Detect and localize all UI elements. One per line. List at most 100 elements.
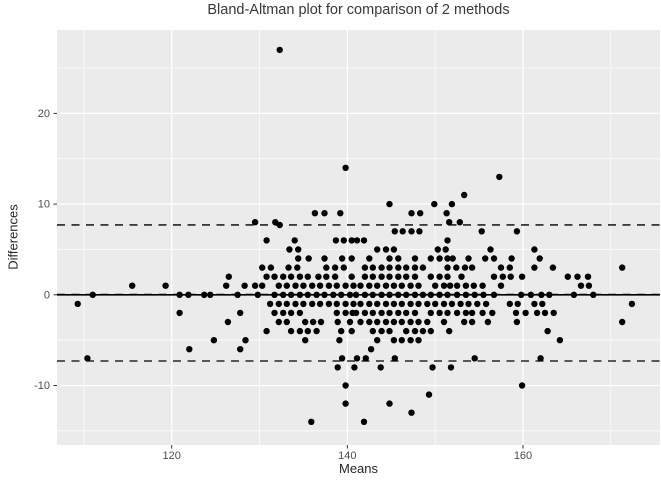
data-point — [374, 246, 381, 253]
data-point — [386, 200, 393, 208]
data-point — [369, 291, 376, 298]
data-point — [408, 228, 415, 235]
data-point — [446, 282, 454, 289]
data-point — [374, 318, 381, 326]
data-point — [340, 237, 347, 244]
data-point — [361, 264, 369, 271]
data-point — [471, 291, 478, 298]
data-point — [444, 237, 451, 244]
data-point — [533, 309, 541, 317]
data-point — [207, 291, 214, 298]
data-point — [518, 291, 525, 298]
data-point — [391, 228, 398, 235]
data-point — [346, 291, 354, 298]
data-point — [411, 264, 419, 271]
data-point — [395, 309, 402, 317]
data-point — [512, 309, 520, 317]
data-point — [271, 291, 278, 298]
data-point — [564, 273, 571, 280]
data-point — [362, 355, 369, 362]
data-point — [424, 318, 431, 326]
y-tick-label: 10 — [38, 199, 50, 211]
data-point — [484, 318, 492, 326]
data-point — [390, 246, 398, 253]
y-tick-label: -10 — [34, 380, 50, 392]
data-point — [440, 318, 448, 326]
data-point — [570, 291, 578, 298]
data-point — [408, 409, 415, 416]
data-point — [537, 355, 544, 362]
data-point — [432, 300, 439, 308]
data-point — [536, 255, 543, 262]
data-point — [531, 246, 538, 253]
data-point — [395, 255, 402, 262]
data-point — [304, 291, 311, 298]
data-point — [296, 309, 304, 317]
data-point — [427, 273, 434, 280]
data-point — [411, 327, 419, 335]
data-point — [386, 400, 393, 407]
data-point — [275, 300, 282, 308]
data-point — [342, 300, 349, 308]
data-point — [267, 264, 275, 271]
data-point — [357, 318, 364, 326]
data-point — [382, 300, 390, 308]
data-point — [342, 164, 349, 171]
data-point — [369, 264, 376, 271]
data-point — [461, 191, 468, 199]
data-point — [348, 273, 355, 280]
data-point — [462, 309, 470, 317]
data-point — [361, 291, 369, 298]
data-point — [378, 327, 385, 335]
data-point — [480, 291, 487, 298]
data-point — [465, 300, 472, 308]
data-point — [407, 282, 414, 289]
data-point — [291, 237, 298, 244]
data-point — [425, 391, 433, 398]
data-point — [225, 273, 232, 280]
data-point — [461, 264, 469, 271]
data-point — [369, 327, 376, 335]
data-point — [357, 282, 364, 289]
data-point — [531, 264, 538, 271]
panel-background — [57, 30, 660, 445]
data-point — [352, 309, 360, 317]
data-point — [386, 273, 393, 280]
data-point — [353, 237, 361, 244]
data-point — [429, 364, 436, 371]
data-point — [390, 282, 398, 289]
data-point — [527, 291, 535, 298]
data-point — [419, 327, 427, 335]
data-point — [419, 291, 427, 298]
data-point — [496, 173, 503, 181]
y-tick-label: 0 — [44, 289, 50, 301]
data-point — [234, 291, 241, 298]
data-point — [398, 300, 405, 308]
data-point — [350, 282, 357, 289]
data-point — [478, 228, 485, 235]
data-point — [427, 327, 434, 335]
data-point — [287, 309, 295, 317]
data-point — [458, 273, 465, 280]
data-point — [628, 300, 636, 308]
data-point — [490, 291, 498, 298]
data-point — [237, 309, 244, 317]
data-point — [482, 255, 489, 262]
data-point — [378, 273, 385, 280]
data-point — [275, 318, 282, 326]
data-point — [403, 264, 410, 271]
data-point — [479, 309, 486, 317]
data-point — [296, 327, 304, 335]
data-point — [489, 309, 496, 317]
data-point — [304, 327, 311, 335]
data-point — [436, 309, 443, 317]
data-point — [403, 291, 410, 298]
data-point — [549, 264, 557, 271]
data-point — [361, 273, 369, 280]
data-point — [259, 264, 266, 271]
data-point — [471, 355, 478, 362]
data-point — [340, 264, 347, 271]
data-point — [539, 300, 546, 308]
data-point — [415, 318, 422, 326]
data-point — [210, 337, 218, 344]
